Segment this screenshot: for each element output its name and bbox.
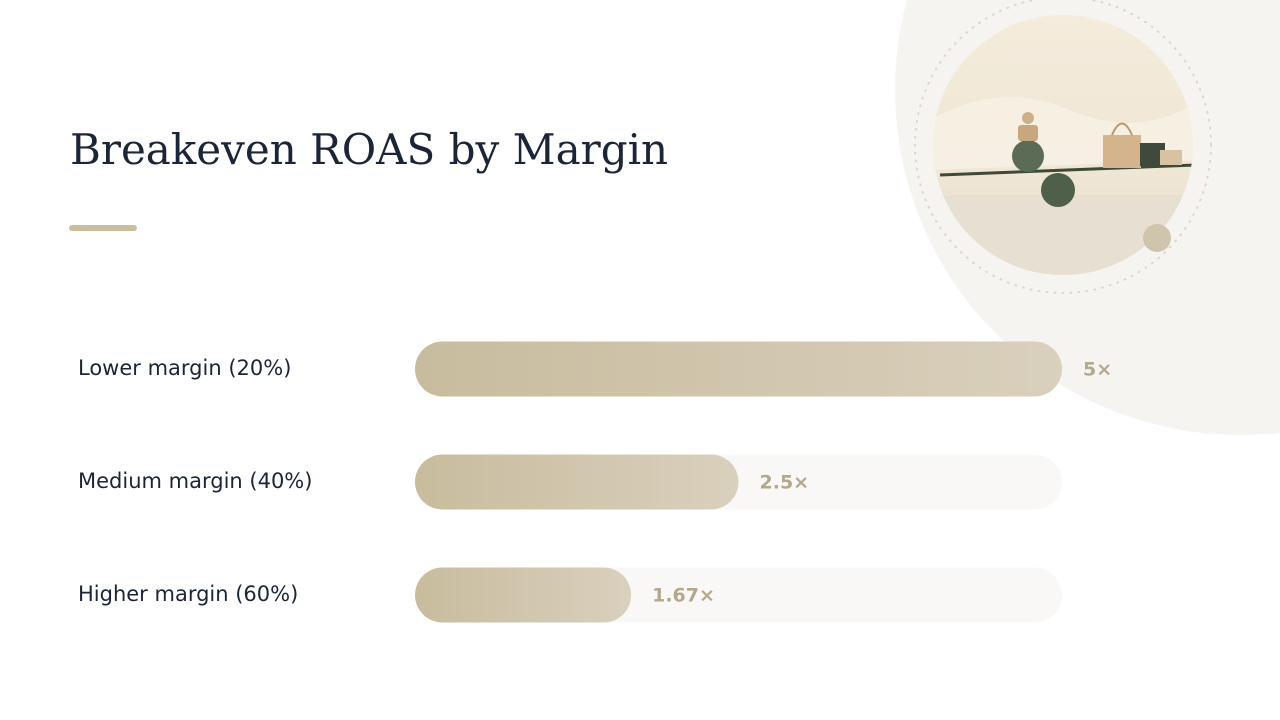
category-label: Lower margin (20%) <box>78 356 291 380</box>
value-label: 1.67× <box>652 585 715 607</box>
bar <box>415 567 632 623</box>
category-label: Medium margin (40%) <box>78 469 312 493</box>
chart-title: Breakeven ROAS by Margin <box>70 125 668 174</box>
category-label: Higher margin (60%) <box>78 582 298 606</box>
title-underline <box>69 225 137 231</box>
value-label: 2.5× <box>760 472 810 494</box>
accent-dot <box>1143 224 1171 252</box>
bar <box>415 341 1062 397</box>
bar <box>415 454 739 510</box>
dotted-ring <box>914 0 1212 294</box>
value-label: 5× <box>1083 359 1112 381</box>
